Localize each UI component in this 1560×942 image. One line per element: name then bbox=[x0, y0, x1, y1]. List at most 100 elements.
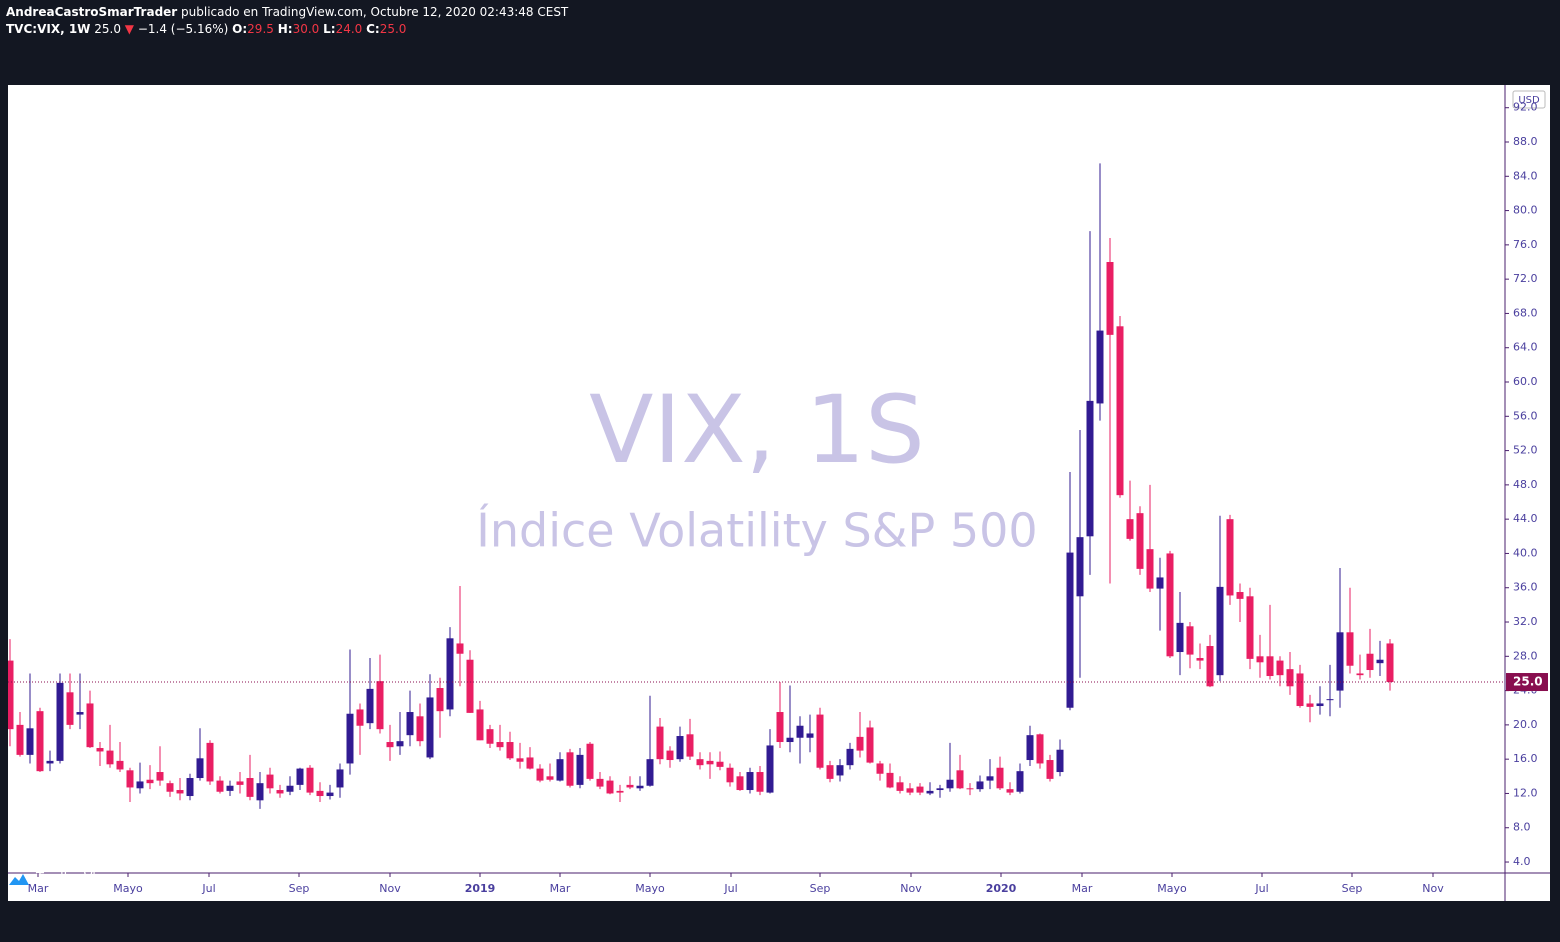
candle-body bbox=[36, 711, 44, 772]
x-tick-label: Nov bbox=[1422, 882, 1444, 895]
candle-body bbox=[226, 785, 234, 791]
y-tick-label: 8.0 bbox=[1513, 821, 1531, 834]
y-tick-label: 16.0 bbox=[1513, 752, 1538, 765]
y-tick-label: 64.0 bbox=[1513, 341, 1538, 354]
y-tick-label: 76.0 bbox=[1513, 238, 1538, 251]
y-tick-label: 4.0 bbox=[1513, 855, 1531, 868]
x-tick-label: Nov bbox=[900, 882, 922, 895]
c-label: C: bbox=[366, 22, 380, 36]
candle-body bbox=[496, 742, 504, 748]
x-tick-label: Mayo bbox=[635, 882, 665, 895]
last-price-box bbox=[1506, 673, 1548, 692]
y-tick-label: 72.0 bbox=[1513, 272, 1538, 285]
candle-body bbox=[1046, 760, 1054, 779]
y-tick-label: 28.0 bbox=[1513, 649, 1538, 662]
candle-body bbox=[1386, 643, 1394, 683]
y-tick-label: 20.0 bbox=[1513, 718, 1538, 731]
x-tick-label: 2019 bbox=[465, 882, 496, 895]
author: AndreaCastroSmarTrader bbox=[6, 5, 178, 19]
publish-line: AndreaCastroSmarTrader publicado en Trad… bbox=[6, 4, 568, 21]
candle-body bbox=[646, 759, 654, 786]
chart-background bbox=[8, 85, 1550, 901]
candle-body bbox=[676, 736, 684, 760]
o: 29.5 bbox=[247, 22, 274, 36]
candle-body bbox=[1346, 632, 1354, 666]
candle-body bbox=[1246, 596, 1254, 659]
candle-body bbox=[1216, 586, 1224, 676]
candle-body bbox=[1196, 658, 1204, 661]
candle-body bbox=[1086, 400, 1094, 537]
x-tick-label: Jul bbox=[723, 882, 737, 895]
x-tick-label: Nov bbox=[379, 882, 401, 895]
x-tick-label: Mayo bbox=[1157, 882, 1187, 895]
candle-body bbox=[116, 760, 124, 770]
o-label: O: bbox=[232, 22, 248, 36]
candle-body bbox=[1356, 673, 1364, 676]
y-tick-label: 68.0 bbox=[1513, 306, 1538, 319]
candle-body bbox=[486, 729, 494, 744]
candle-body bbox=[396, 741, 404, 747]
candle-body bbox=[636, 785, 644, 789]
y-tick-label: 40.0 bbox=[1513, 546, 1538, 559]
candle-body bbox=[1366, 653, 1374, 671]
x-tick-label: Mar bbox=[550, 882, 571, 895]
header: AndreaCastroSmarTrader publicado en Trad… bbox=[6, 4, 568, 38]
symbol-line: TVC:VIX, 1W 25.0 ▼ −1.4 (−5.16%) O:29.5 … bbox=[6, 21, 568, 38]
candle-body bbox=[26, 728, 34, 755]
candle-body bbox=[596, 778, 604, 787]
candle-body bbox=[996, 767, 1004, 789]
candle-body bbox=[376, 681, 384, 730]
candle-body bbox=[956, 770, 964, 789]
candle-body bbox=[736, 776, 744, 791]
candle-body bbox=[526, 757, 534, 769]
candle-body bbox=[406, 712, 414, 736]
candle-body bbox=[106, 750, 114, 765]
candle-body bbox=[446, 638, 454, 710]
candle-body bbox=[786, 737, 794, 743]
l-label: L: bbox=[323, 22, 336, 36]
candle-body bbox=[1186, 626, 1194, 655]
candle-body bbox=[1286, 669, 1294, 687]
candle-body bbox=[236, 781, 244, 785]
candle-body bbox=[536, 768, 544, 781]
y-tick-label: 32.0 bbox=[1513, 615, 1538, 628]
x-tick-label: Sep bbox=[1342, 882, 1363, 895]
candle-body bbox=[1006, 789, 1014, 793]
candle-body bbox=[346, 713, 354, 764]
candle-body bbox=[1296, 673, 1304, 707]
y-tick-label: 56.0 bbox=[1513, 409, 1538, 422]
candle-body bbox=[16, 724, 24, 755]
candle-body bbox=[1176, 622, 1184, 653]
footer: TradingView bbox=[8, 871, 115, 886]
last: 25.0 bbox=[94, 22, 121, 36]
y-tick-label: 36.0 bbox=[1513, 581, 1538, 594]
candle-body bbox=[186, 778, 194, 797]
candle-body bbox=[796, 725, 804, 738]
candle-body bbox=[1026, 735, 1034, 761]
h: 30.0 bbox=[292, 22, 320, 36]
candle-body bbox=[96, 748, 104, 752]
candle-body bbox=[766, 745, 774, 793]
candle-body bbox=[1016, 771, 1024, 792]
y-tick-label: 84.0 bbox=[1513, 169, 1538, 182]
candle-body bbox=[1206, 646, 1214, 687]
candle-body bbox=[206, 742, 214, 782]
candle-body bbox=[586, 743, 594, 779]
x-tick-label: Mayo bbox=[113, 882, 143, 895]
last-price-label: 25.0 bbox=[1513, 675, 1543, 689]
candle-body bbox=[706, 760, 714, 765]
candle-body bbox=[1316, 703, 1324, 707]
currency-box[interactable] bbox=[1512, 90, 1546, 109]
candle-body bbox=[126, 770, 134, 788]
currency: USD bbox=[1518, 95, 1540, 106]
candle-body bbox=[506, 742, 514, 759]
candle-body bbox=[826, 765, 834, 779]
candle-body bbox=[356, 709, 364, 726]
symbol: TVC:VIX, 1W bbox=[6, 22, 91, 36]
candle-body bbox=[1136, 513, 1144, 569]
candle-body bbox=[1146, 549, 1154, 589]
candle-body bbox=[166, 783, 174, 792]
candle-body bbox=[876, 763, 884, 774]
x-tick-label: Jul bbox=[1254, 882, 1268, 895]
arrow: ▼ bbox=[124, 22, 135, 36]
